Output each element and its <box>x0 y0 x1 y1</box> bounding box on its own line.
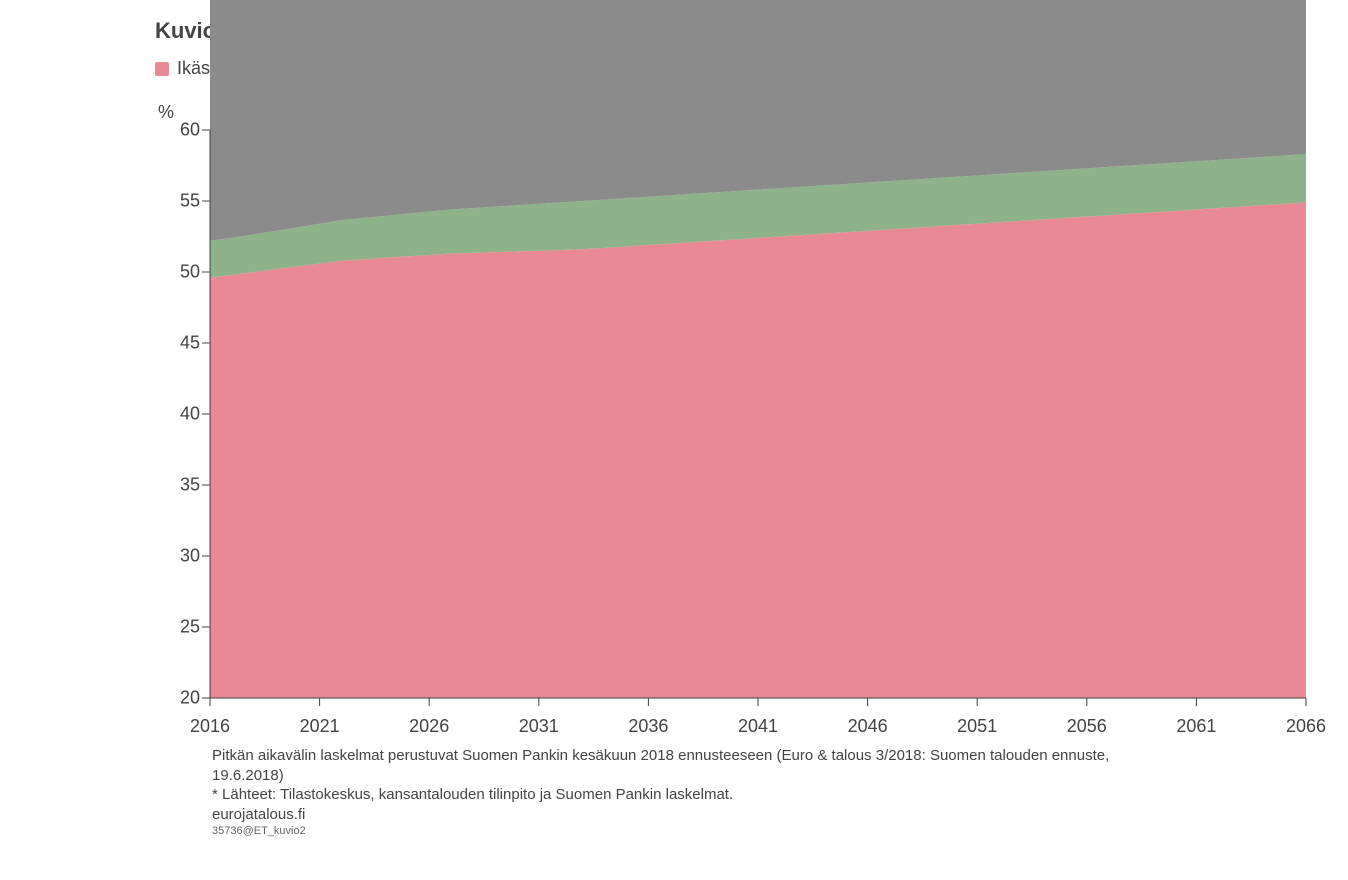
x-tick-label: 2061 <box>1176 716 1216 737</box>
y-tick-label: 45 <box>140 333 200 354</box>
y-tick-label: 30 <box>140 546 200 567</box>
footer-line2: * Lähteet: Tilastokeskus, kansantalouden… <box>212 785 1109 805</box>
x-tick-label: 2036 <box>628 716 668 737</box>
x-tick-label: 2041 <box>738 716 778 737</box>
chart-footer: Pitkän aikavälin laskelmat perustuvat Su… <box>212 746 1109 838</box>
y-tick-label: 55 <box>140 191 200 212</box>
footer-line1a: Pitkän aikavälin laskelmat perustuvat Su… <box>212 746 1109 766</box>
x-tick-label: 2021 <box>300 716 340 737</box>
chart-container: Kuvio 2. Ikäsidonnaiset menot* Korkomeno… <box>0 0 1348 880</box>
legend-swatch-1 <box>155 62 169 76</box>
y-tick-label: 20 <box>140 688 200 709</box>
x-tick-label: 2056 <box>1067 716 1107 737</box>
y-tick-label: 40 <box>140 404 200 425</box>
x-tick-label: 2026 <box>409 716 449 737</box>
y-tick-label: 50 <box>140 262 200 283</box>
y-tick-label: 35 <box>140 475 200 496</box>
x-tick-label: 2016 <box>190 716 230 737</box>
x-tick-label: 2031 <box>519 716 559 737</box>
y-tick-label: 25 <box>140 617 200 638</box>
footer-code: 35736@ET_kuvio2 <box>212 824 1109 838</box>
x-tick-label: 2046 <box>848 716 888 737</box>
y-tick-label: 60 <box>140 120 200 141</box>
plot-area <box>210 130 1306 698</box>
stacked-area-chart <box>210 130 1306 698</box>
x-ticks: 2016202120262031203620412046205120562061… <box>210 708 1306 738</box>
x-tick-label: 2066 <box>1286 716 1326 737</box>
area-series <box>210 202 1306 698</box>
x-tick-label: 2051 <box>957 716 997 737</box>
footer-line1b: 19.6.2018) <box>212 766 1109 786</box>
footer-site: eurojatalous.fi <box>212 805 1109 825</box>
